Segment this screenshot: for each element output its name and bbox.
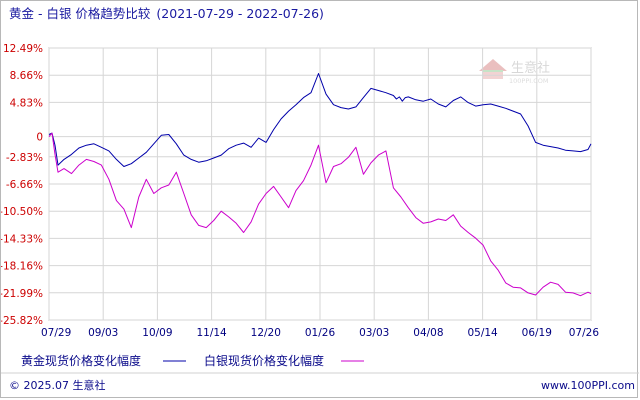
y-tick-label: 12.49%: [3, 43, 43, 55]
x-tick-label: 11/14: [196, 327, 227, 339]
y-axis: 12.49% 8.66% 4.83% 0 -2.83% -6.66% -10.50% -14.…: [1, 43, 43, 327]
chart-date-range: (2021-07-29 - 2022-07-26): [156, 6, 324, 21]
x-tick-label: 10/09: [142, 327, 172, 339]
footer-copyright: © 2025.07 生意社: [9, 378, 105, 392]
series-line-silver: [48, 132, 592, 297]
y-tick-label: -10.50%: [1, 206, 43, 218]
y-tick-label: 4.83%: [10, 97, 43, 109]
x-tick-label: 07/29: [41, 327, 71, 339]
watermark-name: 生意社: [511, 60, 550, 76]
footer-url: www.100PPI.com: [541, 379, 635, 392]
house-icon: [479, 59, 507, 79]
x-tick-label: 07/26: [569, 327, 600, 339]
y-tick-label: -18.16%: [1, 261, 43, 273]
series-line-gold: [48, 73, 592, 167]
y-tick-label: -25.82%: [1, 315, 43, 327]
watermark-url: 100PPI.COM: [509, 77, 549, 85]
watermark-logo: 生意社 100PPI.COM: [479, 59, 550, 85]
legend-label-silver: 白银现货价格变化幅度: [204, 353, 324, 368]
x-tick-label: 05/14: [467, 327, 498, 339]
legend: 黄金现货价格变化幅度 白银现货价格变化幅度: [21, 353, 364, 368]
x-tick-label: 03/03: [359, 327, 389, 339]
x-axis: 07/29 09/03 10/09 11/14 12/20 01/26 03/03 04/08…: [41, 327, 599, 339]
x-tick-label: 12/20: [251, 327, 281, 339]
x-tick-label: 04/08: [413, 327, 443, 339]
series: [48, 73, 592, 297]
y-tick-label: -14.33%: [1, 233, 43, 245]
chart-title: 黄金 - 白银 价格趋势比较 (2021-07-29 - 2022-07-26): [9, 6, 324, 21]
y-tick-label: -6.66%: [6, 179, 43, 191]
x-tick-label: 06/19: [522, 327, 552, 339]
chart-title-main: 黄金 - 白银 价格趋势比较: [9, 6, 151, 21]
y-tick-label: -2.83%: [6, 152, 43, 164]
legend-label-gold: 黄金现货价格变化幅度: [21, 353, 141, 368]
x-tick-label: 01/26: [305, 327, 336, 339]
y-tick-label: 8.66%: [10, 70, 43, 82]
y-tick-label: -21.99%: [1, 288, 43, 300]
grid: [48, 47, 592, 321]
y-tick-label: 0: [36, 132, 43, 144]
x-tick-label: 09/03: [88, 327, 118, 339]
